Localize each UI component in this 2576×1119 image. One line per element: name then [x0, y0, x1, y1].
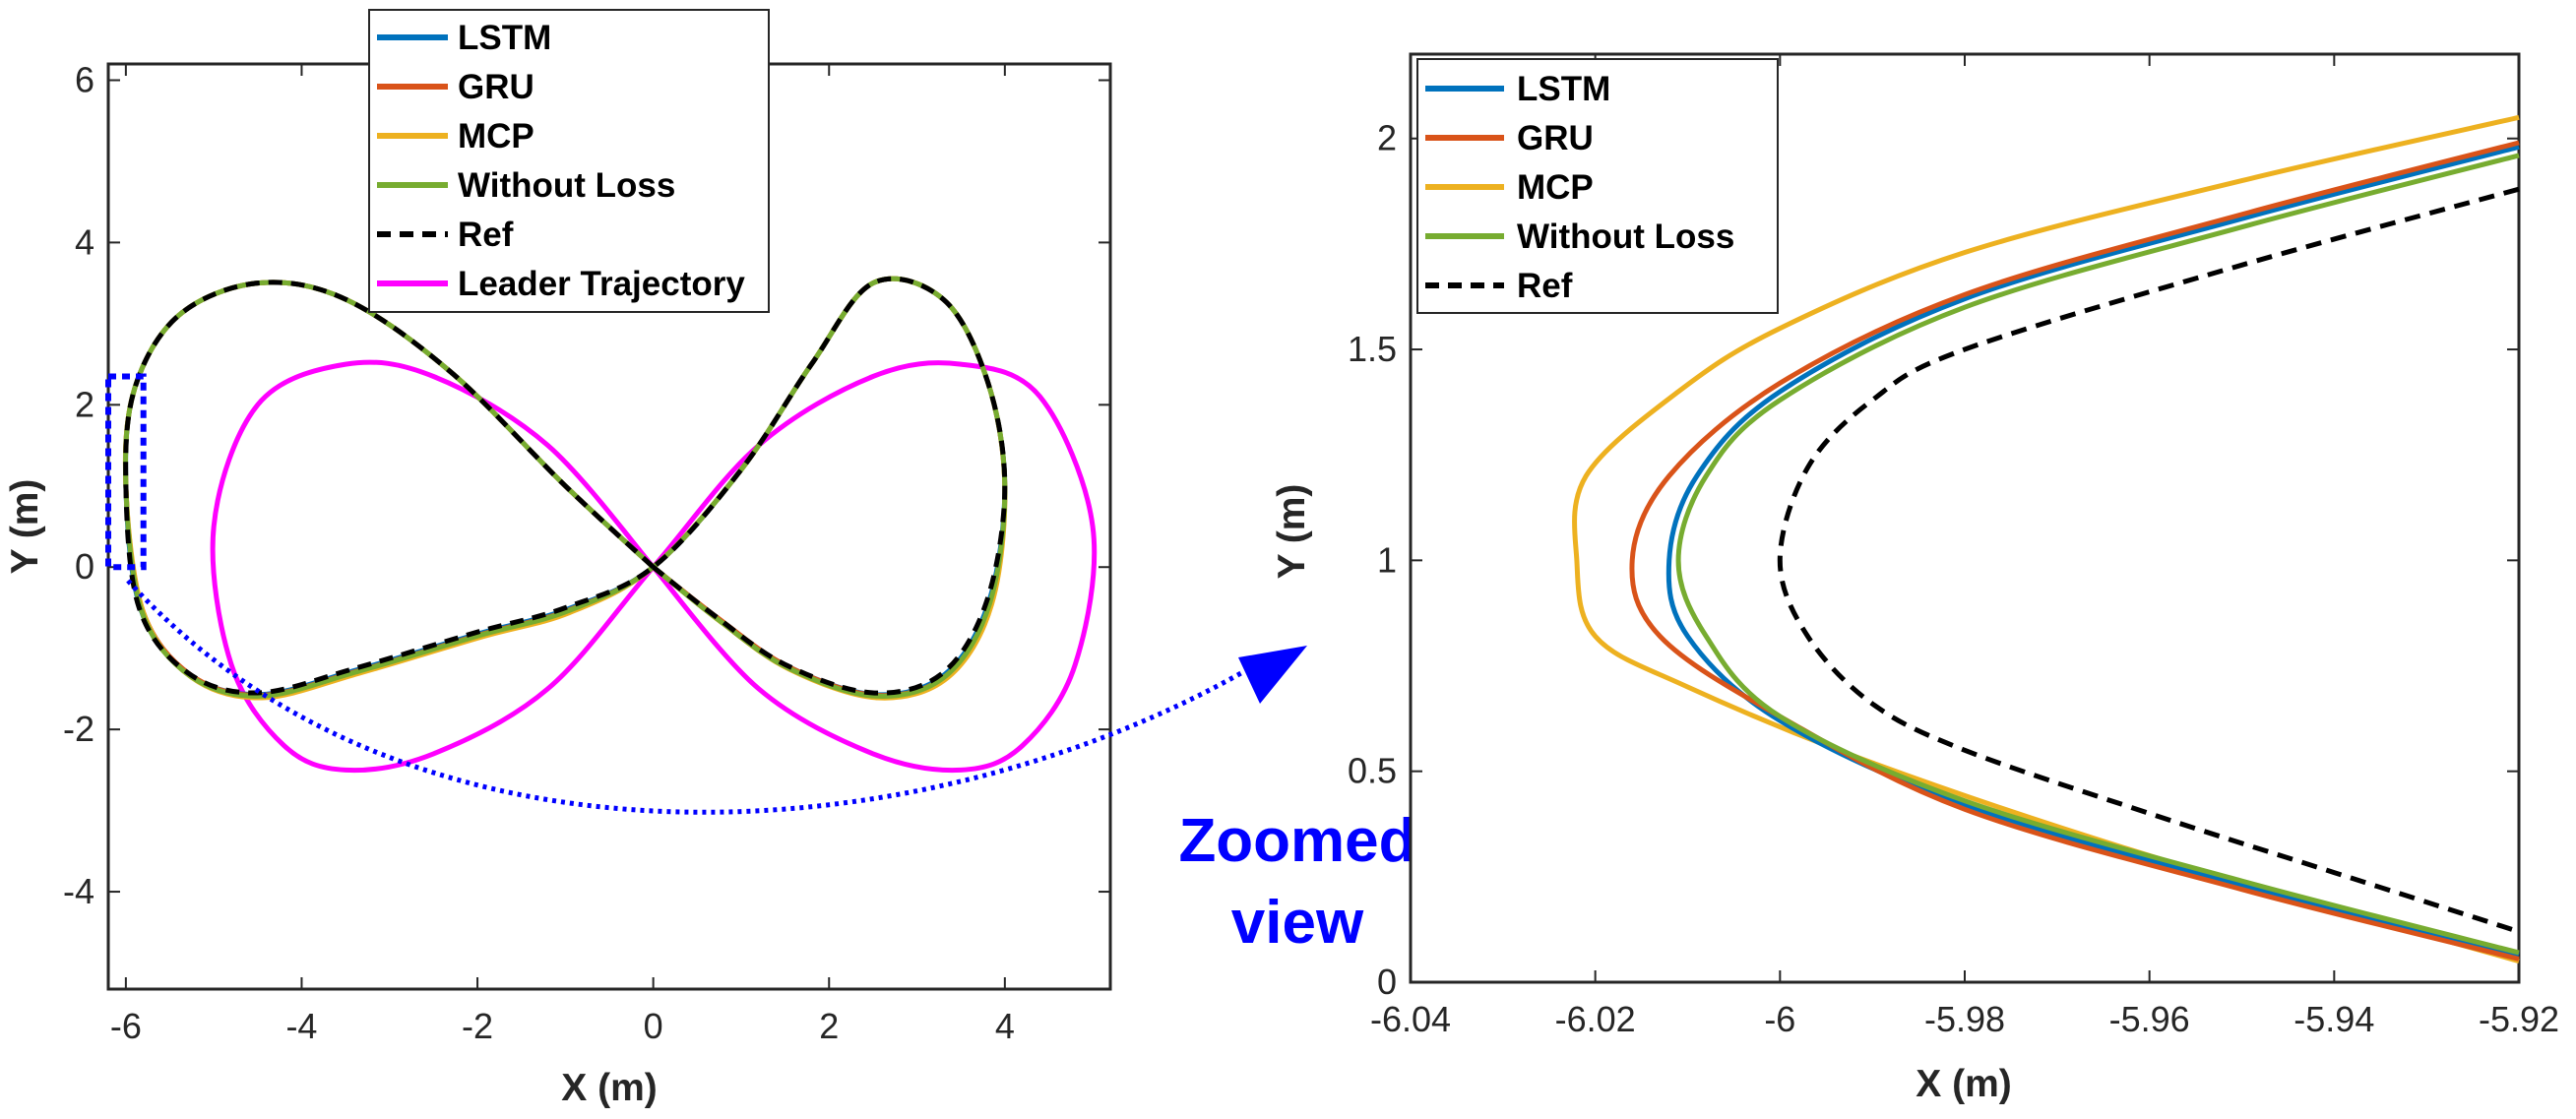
- left-ytick-label: 2: [75, 384, 94, 424]
- left-legend-label-without-loss: Without Loss: [458, 166, 675, 205]
- right-legend-label-gru: GRU: [1517, 119, 1594, 157]
- right-ytick-label: 0.5: [1348, 751, 1397, 791]
- left-legend-box: [368, 9, 770, 313]
- left-ylabel: Y (m): [4, 479, 46, 575]
- annotation-line2: view: [1231, 889, 1364, 957]
- annotation-line1: Zoomed: [1178, 807, 1415, 875]
- right-xtick-label: -5.96: [2109, 999, 2190, 1039]
- left-ytick-label: -4: [63, 871, 94, 911]
- right-legend-label-lstm: LSTM: [1517, 70, 1610, 108]
- right-xtick-label: -6.04: [1370, 999, 1451, 1039]
- right-series-mcp: [1572, 114, 2520, 964]
- zoom-box: [105, 373, 147, 571]
- right-ytick-label: 1.5: [1348, 329, 1397, 369]
- left-legend-label-leader-trajectory: Leader Trajectory: [458, 265, 745, 303]
- left-legend-label-mcp: MCP: [458, 117, 534, 155]
- zoom-arrowhead: [1238, 646, 1307, 704]
- right-series-gru: [1629, 140, 2520, 962]
- left-xtick-label: -4: [285, 1006, 317, 1046]
- left-xtick-label: -6: [110, 1006, 142, 1046]
- right-ytick-label: 0: [1377, 962, 1397, 1002]
- right-chart: -6.04 -6.02 -6 -5.98 -5.96 -5.94 -5.92 0 0.5 1 1.5…: [1271, 52, 2559, 1105]
- left-legend-label-lstm: LSTM: [458, 19, 551, 57]
- left-legend-label-gru: GRU: [458, 68, 534, 106]
- left-xtick-label: 2: [819, 1006, 839, 1046]
- left-ytick-label: -2: [63, 709, 94, 749]
- left-legend-label-ref: Ref: [458, 216, 514, 254]
- right-xtick-label: -5.94: [2293, 999, 2374, 1039]
- left-legend: LSTM GRU MCP Without Loss Ref Leader Trajecto…: [368, 9, 770, 313]
- left-ytick-label: 4: [75, 221, 94, 262]
- right-legend-label-mcp: MCP: [1517, 168, 1594, 207]
- zoom-annotation: Zoomed view: [126, 579, 1416, 957]
- right-ytick-label: 1: [1377, 539, 1397, 580]
- left-ytick-label: 6: [75, 59, 94, 99]
- right-ytick-label: 2: [1377, 118, 1397, 158]
- left-ticks: -6 -4 -2 0 2 4 -4 -2 0 2 4 6: [63, 59, 1110, 1046]
- right-series-without-loss: [1675, 153, 2520, 956]
- right-series-lstm: [1665, 144, 2520, 958]
- right-legend-label-ref: Ref: [1517, 267, 1573, 305]
- left-chart: -6 -4 -2 0 2 4 -4 -2 0 2 4 6 X (m) Y (m) LSTM GRU MCP…: [4, 9, 1112, 1109]
- right-xtick-label: -6.02: [1555, 999, 1636, 1039]
- left-series-ref: [123, 276, 1008, 696]
- right-xlabel: X (m): [1916, 1063, 2012, 1105]
- left-ytick-label: 0: [75, 546, 94, 587]
- right-series: [1572, 114, 2520, 964]
- left-series: [122, 276, 1098, 774]
- left-xtick-label: -2: [462, 1006, 493, 1046]
- right-xtick-label: -5.98: [1924, 999, 2005, 1039]
- right-series-ref: [1777, 186, 2520, 934]
- right-ylabel: Y (m): [1271, 484, 1313, 580]
- right-xtick-label: -6: [1764, 999, 1795, 1039]
- right-xtick-label: -5.92: [2479, 999, 2559, 1039]
- left-xlabel: X (m): [561, 1067, 658, 1109]
- left-xtick-label: 0: [644, 1006, 663, 1046]
- right-legend: LSTM GRU MCP Without Loss Ref: [1416, 58, 1779, 314]
- left-xtick-label: 4: [995, 1006, 1015, 1046]
- right-ticks: -6.04 -6.02 -6 -5.98 -5.96 -5.94 -5.92 0 0.5 1 1.5…: [1348, 54, 2559, 1039]
- right-legend-label-without-loss: Without Loss: [1517, 218, 1734, 256]
